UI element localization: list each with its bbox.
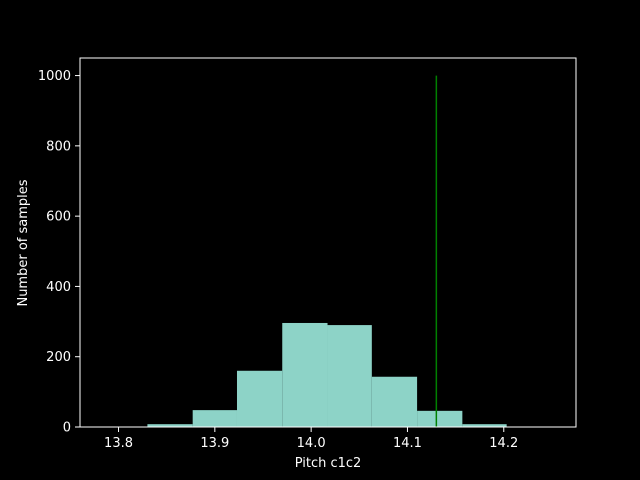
x-tick-label: 13.8	[104, 436, 133, 451]
y-tick-label: 600	[46, 210, 71, 225]
x-tick-label: 14.2	[489, 436, 518, 451]
histogram-bar-3	[236, 370, 283, 427]
y-axis-ticks: 0 200 400 600 800 1000	[38, 69, 80, 436]
x-axis-label: Pitch c1c2	[295, 456, 362, 471]
histogram-bar-6	[371, 376, 418, 427]
histogram-bars	[147, 322, 507, 427]
x-tick-label: 13.9	[200, 436, 229, 451]
histogram-bar-7	[417, 410, 463, 427]
histogram-bar-4	[282, 322, 328, 427]
y-tick-label: 0	[63, 421, 71, 436]
y-tick-label: 400	[46, 280, 71, 295]
histogram-bar-2	[192, 410, 237, 427]
x-axis-ticks: 13.8 13.9 14.0 14.1 14.2	[104, 427, 518, 451]
y-tick-label: 1000	[38, 69, 71, 84]
histogram-bar-5	[327, 325, 372, 427]
y-axis-label: Number of samples	[16, 179, 31, 306]
y-tick-label: 200	[46, 350, 71, 365]
plot-frame	[79, 57, 577, 428]
x-tick-label: 14.1	[393, 436, 422, 451]
y-tick-label: 800	[46, 139, 71, 154]
histogram-bar-1	[147, 424, 193, 427]
x-tick-label: 14.0	[297, 436, 326, 451]
histogram-bar-8	[462, 424, 507, 427]
